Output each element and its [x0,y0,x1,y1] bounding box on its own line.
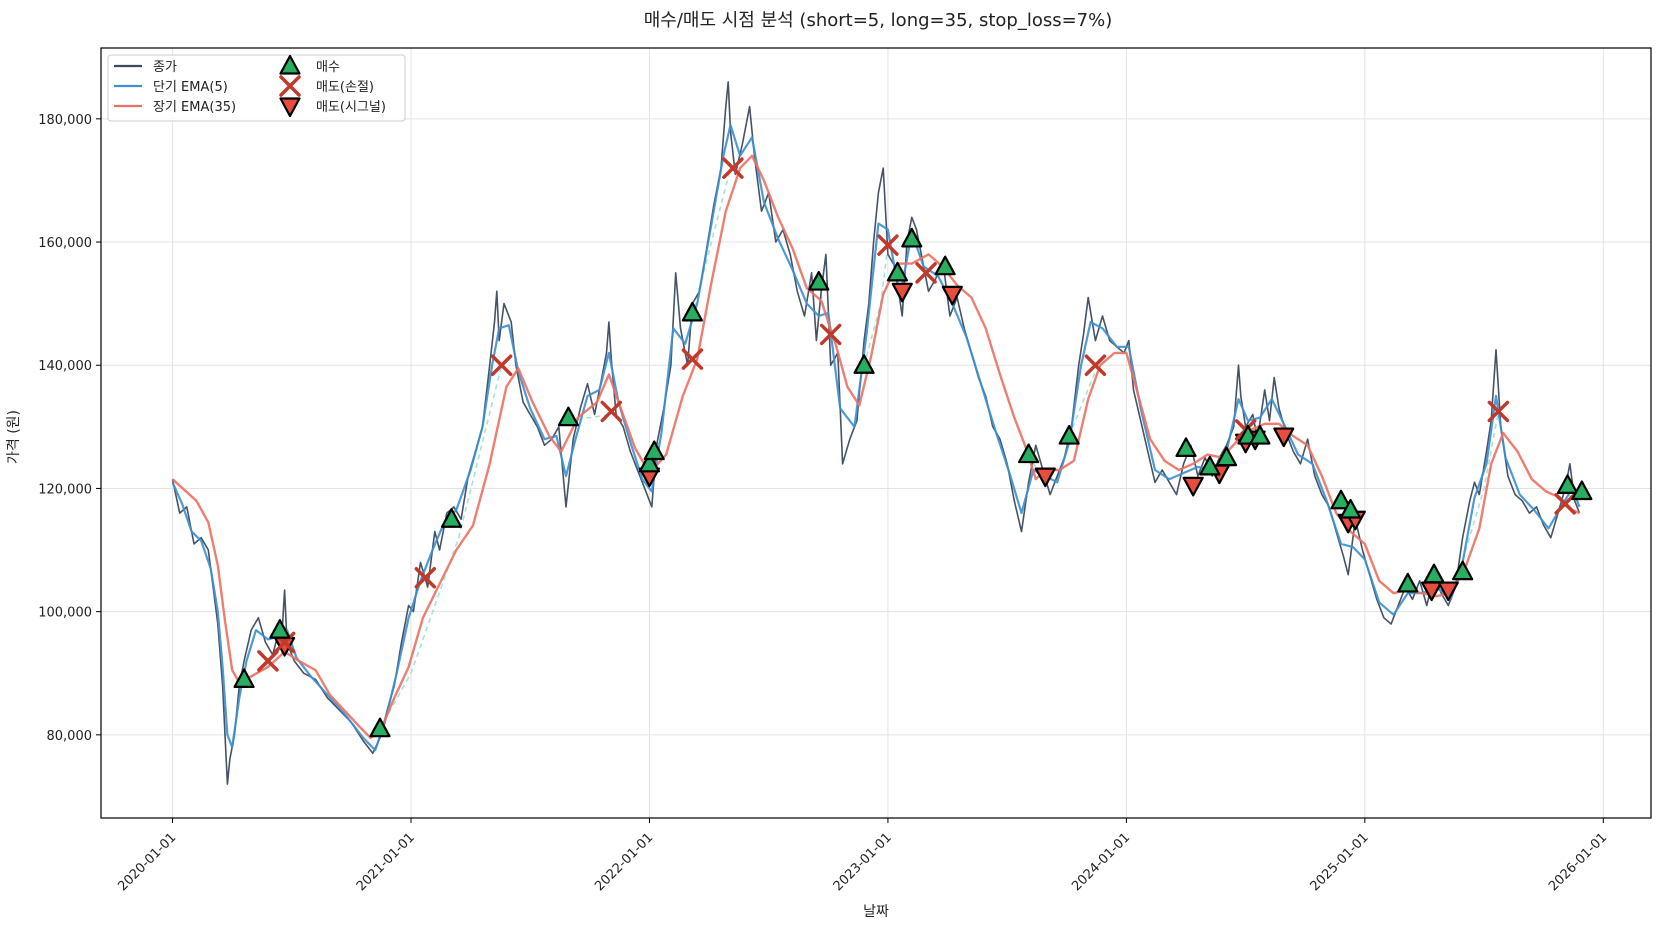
hold-interval [1068,364,1099,437]
buy-marker [1330,489,1352,510]
y-tick-label: 140,000 [38,359,92,374]
sell-signal-marker [1273,427,1295,448]
series-line-ema_long [171,154,1580,740]
x-stroke [877,234,899,256]
legend-box [107,54,406,122]
legend-label-sell_signal: 매도(시그널) [316,100,386,115]
y-tick-label: 160,000 [38,236,92,251]
x-stroke [915,262,937,284]
sell-stop-marker [490,354,513,376]
plot-frame [100,47,1652,819]
sell-stop-marker [1084,354,1107,376]
buy-marker [1018,443,1040,464]
hold-interval [568,413,612,422]
legend-label-buy: 매수 [316,60,340,75]
buy-marker [901,227,923,248]
sell-signal-marker [891,282,913,303]
buy-marker [638,452,661,473]
buy-marker [808,270,830,291]
buy-marker [1339,498,1362,519]
y-tick-label: 120,000 [38,482,92,497]
x-stroke [1554,493,1576,515]
y-tick-label: 100,000 [38,606,92,621]
legend-label-close: 종가 [153,60,177,75]
y-axis-label: 가격 (원) [6,410,22,464]
x-axis-label: 날짜 [863,904,889,920]
buy-marker [1058,424,1080,445]
buy-marker [1199,455,1221,476]
buy-marker [1397,572,1419,593]
sell-stop-marker [1554,493,1576,515]
sell-stop-marker [915,262,937,284]
legend-swatch-sell-signal [279,97,301,118]
x-stroke [257,650,279,672]
x-stroke [1487,400,1510,423]
buy-marker [1249,424,1271,445]
x-stroke [1084,354,1107,376]
buy-marker [643,440,665,461]
sell-stop-marker [722,157,744,179]
chart-title: 매수/매도 시점 분석 (short=5, long=35, stop_loss… [644,10,1113,31]
y-tick-label: 80,000 [47,729,93,744]
sell-stop-marker [1487,400,1510,423]
hold-interval [379,365,503,730]
buy-marker [557,406,579,427]
hold-interval [243,660,274,684]
buy-marker [853,354,875,374]
buy-marker [1556,474,1579,494]
buy-marker [1423,563,1445,584]
legend-swatch-buy [279,54,301,75]
legend-swatch-sell-stop [279,75,301,97]
sell-stop-marker [414,567,437,589]
buy-marker [1215,446,1238,467]
x-stroke [490,354,513,376]
x-stroke [279,75,301,97]
x-stroke [722,157,744,179]
sell-signal-marker [1034,467,1056,488]
buy-marker [269,619,291,639]
legend-label-ema_long: 장기 EMA(35) [153,100,236,115]
x-stroke [414,567,437,589]
x-stroke [273,631,296,654]
x-stroke [600,400,623,423]
sell-stop-marker [257,650,279,672]
trade-markers [233,157,1593,738]
x-stroke [819,323,842,346]
sell-signal-marker [941,285,963,306]
y-axis: 80,000 100,000 120,000 140,000 160,000 180,00… [38,113,101,744]
buy-marker [1452,560,1474,581]
legend-label-sell_stop: 매도(손절) [316,80,374,95]
buy-marker [440,508,463,528]
buy-marker [886,261,909,282]
x-stroke [681,348,704,370]
buy-marker [369,717,391,738]
sell-stop-marker [681,348,704,370]
buy-marker [1571,480,1593,501]
buy-marker [1175,437,1197,457]
buy-marker [681,301,703,322]
sell-stop-marker [600,400,623,423]
sell-stop-marker [819,323,842,346]
series-line-ema_short [171,123,1581,752]
sell-signal-marker [1182,476,1204,497]
buy-marker [934,255,956,276]
sell-stop-marker [877,234,899,256]
hold-interval [1459,411,1500,569]
legend-label-ema_short: 단기 EMA(5) [153,80,228,95]
sell-signal-marker [1437,581,1459,602]
buy-marker [233,668,255,689]
y-tick-label: 180,000 [38,113,92,128]
